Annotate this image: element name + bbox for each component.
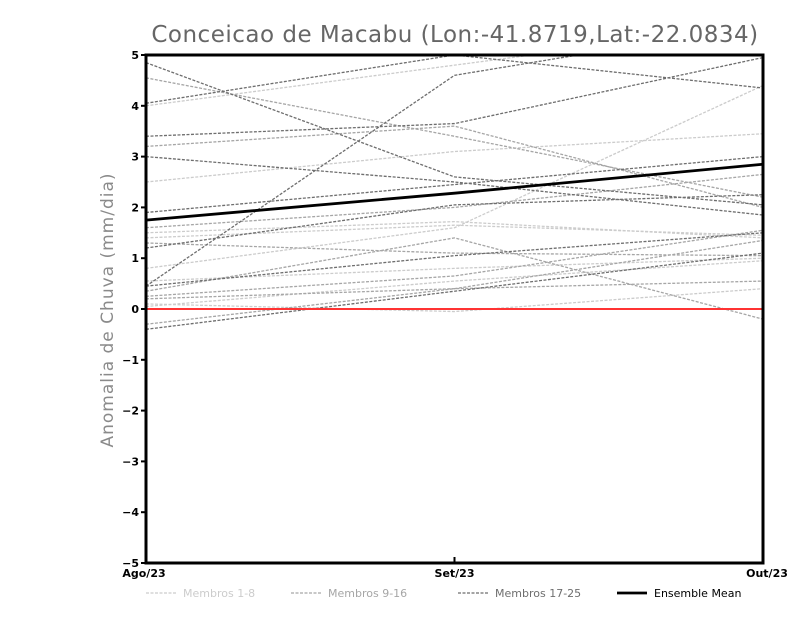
plot-series (146, 55, 763, 330)
legend: Membros 1-8 Membros 9-16 Membros 17-25 Ense… (146, 587, 741, 600)
y-axis-ticks: −5 −4 −3 −2 −1 0 1 2 3 4 5 (122, 49, 146, 570)
x-tick-label: Out/23 (746, 567, 788, 580)
series-line-ensemble-mean (145, 162, 764, 222)
x-axis-ticks: Ago/23 Set/23 Out/23 (122, 557, 788, 580)
series-line-member-23 (146, 252, 763, 330)
series-line-member-12 (146, 237, 763, 320)
y-axis-label: Anomalia de Chuva (mm/dia) (98, 172, 118, 447)
legend-label: Membros 9-16 (328, 587, 407, 600)
y-tick-label: 1 (131, 252, 139, 265)
series-line-member-15 (146, 239, 763, 325)
series-line-member-9 (146, 77, 763, 198)
series-line-member-22 (146, 194, 763, 249)
x-tick-label: Set/23 (435, 567, 475, 580)
y-tick-label: −2 (122, 405, 139, 418)
series-line-member-25 (146, 155, 763, 214)
y-tick-label: −5 (122, 557, 139, 570)
series-line-member-18 (146, 62, 763, 206)
legend-label: Ensemble Mean (654, 587, 741, 600)
legend-label: Membros 17-25 (495, 587, 581, 600)
series-line-member-17 (146, 55, 763, 104)
series-line-member-24 (146, 232, 763, 287)
y-tick-label: 5 (131, 49, 139, 62)
y-tick-label: 3 (131, 151, 139, 164)
y-tick-label: −1 (122, 354, 139, 367)
x-tick-label: Ago/23 (122, 567, 165, 580)
y-tick-label: −4 (122, 506, 139, 519)
series-line-member-3 (146, 84, 763, 270)
chart-title: Conceicao de Macabu (Lon:-41.8719,Lat:-2… (151, 22, 758, 48)
y-tick-label: 4 (131, 100, 139, 113)
series-line-member-8 (146, 257, 763, 282)
series-line-member-7 (146, 220, 763, 239)
series-line-member-1 (146, 55, 537, 107)
y-tick-label: 0 (131, 303, 139, 316)
y-tick-label: −3 (122, 455, 139, 468)
y-tick-label: 2 (131, 201, 139, 214)
series-line-member-5 (146, 260, 763, 308)
series-line-member-19 (146, 56, 763, 137)
legend-label: Membros 1-8 (183, 587, 255, 600)
series-line-member-13 (146, 125, 763, 209)
series-line-member-14 (146, 242, 763, 257)
series-line-member-20 (146, 55, 582, 287)
ensemble-mean-layer (145, 162, 764, 222)
series-line-member-6 (146, 288, 763, 313)
